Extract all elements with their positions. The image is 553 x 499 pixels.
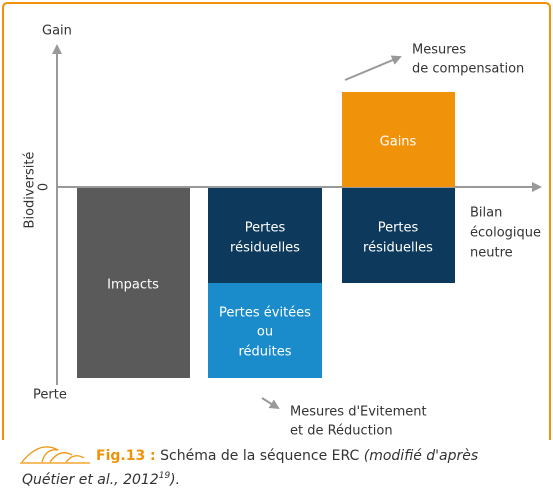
balance-label: écologique bbox=[470, 226, 541, 241]
balance-label: neutre bbox=[470, 246, 513, 261]
box-label: résiduelles bbox=[230, 241, 300, 256]
caption-text: Schéma de la séquence ERC bbox=[160, 448, 359, 464]
svg-text:Fig.13 : Schéma de la séquence: Fig.13 : Schéma de la séquence ERC (modi… bbox=[96, 448, 478, 464]
loss-label: Perte bbox=[33, 388, 67, 403]
residual-box bbox=[208, 188, 322, 283]
impacts-box bbox=[77, 188, 190, 378]
gains-box bbox=[342, 92, 455, 187]
residual-box bbox=[342, 188, 455, 283]
avoided-box bbox=[208, 283, 322, 378]
figure-number: Fig.13 : bbox=[96, 448, 156, 464]
box-label: Gains bbox=[380, 135, 417, 150]
compensation-label: de compensation bbox=[412, 62, 524, 77]
box-label: Pertes bbox=[245, 221, 286, 236]
box-label: Pertes bbox=[378, 221, 419, 236]
wave-icon bbox=[20, 446, 90, 464]
avoidance-label: Mesures d'Evitement bbox=[290, 405, 427, 420]
box-label: Impacts bbox=[107, 278, 159, 293]
box-label: réduites bbox=[238, 345, 291, 360]
gain-label: Gain bbox=[42, 24, 72, 39]
caption-closing: ). bbox=[169, 472, 180, 488]
y-label: Biodiversité bbox=[23, 152, 38, 229]
box-label: ou bbox=[257, 325, 273, 340]
box-label: Pertes évitées bbox=[219, 306, 311, 321]
avoidance-label: et de Réduction bbox=[290, 424, 393, 439]
balance-label: Bilan bbox=[470, 206, 502, 221]
compensation-label: Mesures bbox=[412, 43, 466, 58]
caption-superscript: 19 bbox=[159, 471, 171, 481]
arrow bbox=[344, 55, 402, 81]
arrow bbox=[261, 397, 280, 410]
box-label: résiduelles bbox=[363, 241, 433, 256]
caption-source: Quétier et al., 2012 bbox=[22, 472, 159, 488]
caption-source: (modifié d'après bbox=[364, 448, 478, 464]
svg-text:Quétier et al., 201219).: Quétier et al., 201219). bbox=[22, 471, 180, 489]
zero-label: 0 bbox=[37, 183, 52, 191]
frame bbox=[2, 2, 551, 440]
